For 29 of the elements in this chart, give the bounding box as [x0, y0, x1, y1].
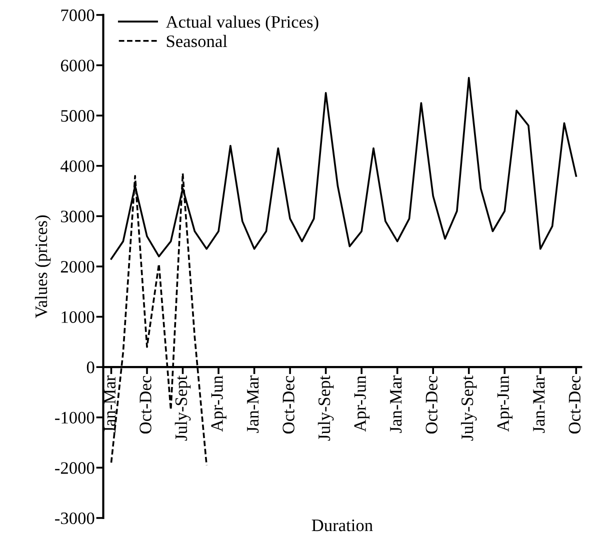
- x-tick-label: Apr-Jun: [211, 376, 226, 432]
- y-tick-label: -1000: [55, 412, 94, 424]
- x-tick-label: Oct-Dec: [568, 376, 580, 434]
- x-tick-label: Apr-Jun: [354, 376, 370, 432]
- legend-label: Seasonal: [166, 34, 228, 48]
- y-tick-label: -3000: [55, 512, 94, 524]
- y-axis-title: Values (prices): [34, 215, 51, 318]
- x-tick-label: Jan-Mar: [533, 376, 545, 433]
- x-tick-label: July-Sept: [318, 376, 334, 441]
- x-tick-label: Oct-Dec: [140, 376, 152, 434]
- x-tick-label: Oct-Dec: [282, 376, 294, 434]
- y-tick-label: -2000: [55, 462, 94, 474]
- legend-label: Actual values (Prices): [166, 16, 318, 32]
- x-tick-label: Jan-Mar: [104, 376, 116, 433]
- y-tick-label: 2000: [60, 260, 94, 273]
- x-tick-label: July-Sept: [174, 376, 191, 441]
- x-tick-label: Jan-Mar: [247, 376, 259, 433]
- y-tick-label: 6000: [60, 60, 94, 72]
- x-tick-label: Jan-Mar: [390, 376, 402, 433]
- x-tick-label: Apr-Jun: [497, 376, 512, 432]
- y-tick-label: 5000: [61, 110, 94, 122]
- x-axis-title: Duration: [312, 520, 373, 532]
- y-tick-label: 3000: [61, 210, 94, 222]
- y-tick-label: 7000: [61, 9, 94, 22]
- x-tick-label: July-Sept: [460, 376, 477, 441]
- y-tick-label: 4000: [60, 160, 94, 172]
- x-tick-label: Oct-Dec: [426, 376, 438, 434]
- y-tick-label: 0: [86, 362, 94, 374]
- y-tick-label: 1000: [62, 311, 94, 323]
